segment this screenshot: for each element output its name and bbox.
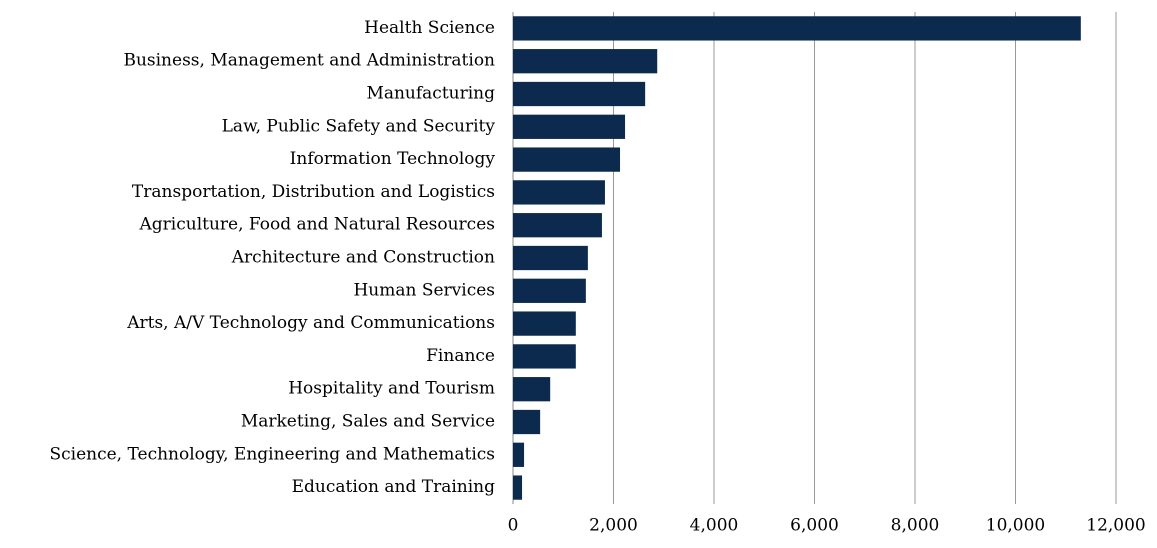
bar bbox=[513, 81, 646, 107]
x-tick-label: 6,000 bbox=[790, 516, 839, 536]
bar bbox=[513, 409, 541, 435]
y-tick-label: Science, Technology, Engineering and Mat… bbox=[49, 444, 495, 464]
bar bbox=[513, 16, 1081, 41]
bar bbox=[513, 213, 602, 238]
y-tick-label: Marketing, Sales and Service bbox=[241, 412, 495, 432]
y-tick-label: Information Technology bbox=[290, 149, 496, 169]
y-tick-label: Arts, A/V Technology and Communications bbox=[126, 313, 495, 333]
y-tick-label: Finance bbox=[426, 346, 495, 366]
x-tick-label: 2,000 bbox=[589, 516, 638, 536]
x-tick-label: 10,000 bbox=[986, 516, 1045, 536]
bar bbox=[513, 377, 551, 402]
x-tick-label: 12,000 bbox=[1086, 516, 1145, 536]
bar bbox=[513, 311, 576, 336]
bar bbox=[513, 147, 621, 172]
bar bbox=[513, 278, 586, 303]
y-tick-label: Human Services bbox=[353, 280, 495, 300]
y-tick-label: Transportation, Distribution and Logisti… bbox=[132, 182, 495, 202]
bar bbox=[513, 245, 588, 271]
bar bbox=[513, 180, 605, 205]
bar bbox=[513, 49, 658, 74]
bar bbox=[513, 344, 576, 369]
bar bbox=[513, 475, 523, 500]
y-tick-label: Education and Training bbox=[292, 477, 495, 497]
x-tick-label: 4,000 bbox=[690, 516, 739, 536]
y-tick-label: Health Science bbox=[364, 18, 495, 38]
bar bbox=[513, 442, 525, 467]
y-tick-label: Hospitality and Tourism bbox=[288, 379, 495, 399]
x-tick-label: 0 bbox=[508, 516, 519, 536]
y-tick-label: Agriculture, Food and Natural Resources bbox=[139, 215, 496, 235]
y-tick-label: Business, Management and Administration bbox=[123, 51, 495, 71]
y-tick-label: Law, Public Safety and Security bbox=[222, 116, 496, 136]
y-tick-label: Manufacturing bbox=[366, 84, 495, 104]
bar bbox=[513, 114, 626, 139]
x-tick-label: 8,000 bbox=[891, 516, 940, 536]
y-tick-label: Architecture and Construction bbox=[231, 248, 495, 268]
